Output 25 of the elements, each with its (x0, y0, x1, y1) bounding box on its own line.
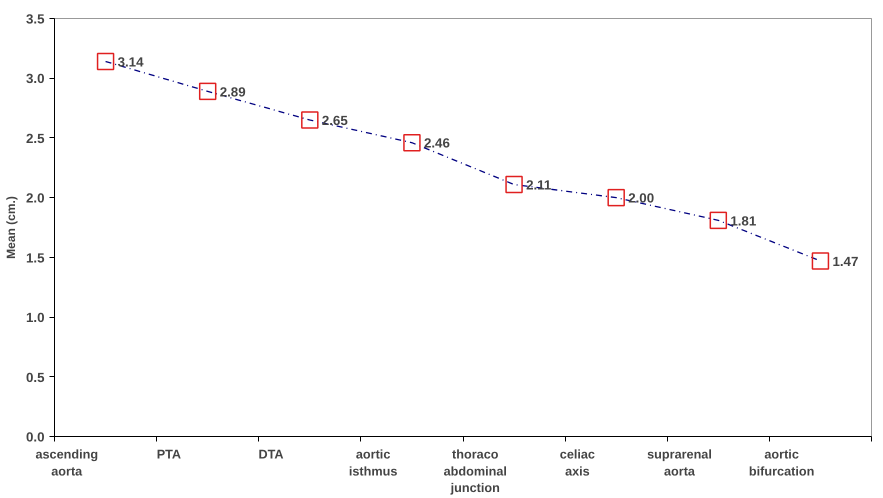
x-tick-label: aortic isthmus (348, 448, 398, 478)
y-tick-label: 2.0 (26, 190, 45, 206)
text: 3.14 (118, 54, 144, 70)
text: 1.47 (832, 254, 858, 269)
x-tick-label: celiac axis (560, 448, 595, 478)
text: 2.00 (628, 190, 654, 206)
y-tick-label: 0.5 (26, 370, 46, 385)
y-tick-label: 2.5 (26, 130, 46, 146)
text: 2.89 (220, 84, 246, 100)
y-tick-label: 3.5 (26, 12, 46, 26)
x-tick-label: aortic bifurcation (748, 448, 814, 478)
x-tick-label: suprarenal aorta (647, 448, 712, 478)
y-tick-label: 3.0 (26, 71, 45, 86)
x-tick-label: DTA (258, 448, 284, 462)
text: 2.11 (526, 178, 552, 193)
text: 1.81 (730, 213, 756, 228)
text: 2.65 (322, 113, 348, 128)
x-tick-label: PTA (156, 448, 182, 462)
x-tick-label: thoraco abdominal junction (444, 448, 507, 496)
text: 2.46 (424, 136, 450, 151)
y-tick-label: 1.0 (26, 310, 45, 326)
x-tick-label: ascending aorta (35, 448, 98, 478)
y-tick-label: 1.5 (26, 250, 46, 266)
y-tick-label: 0.0 (26, 430, 45, 444)
y-axis-title: Mean (cm.) (4, 196, 18, 259)
